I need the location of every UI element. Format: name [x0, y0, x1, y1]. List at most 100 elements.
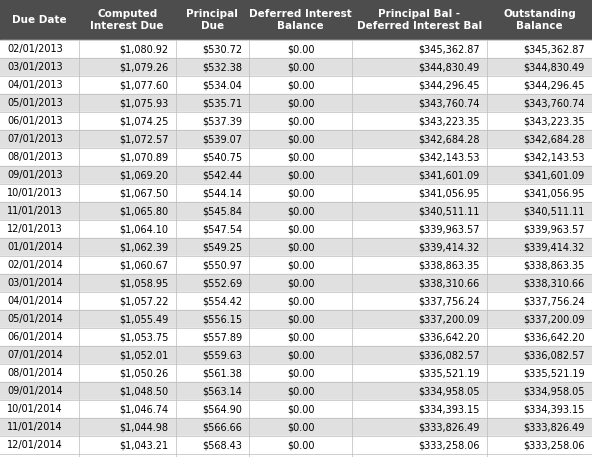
- Bar: [0, 292, 592, 310]
- Text: $1,048.50: $1,048.50: [119, 386, 168, 396]
- Text: $544.14: $544.14: [202, 188, 242, 198]
- Bar: [249, 0, 352, 40]
- Text: 10/01/2013: 10/01/2013: [7, 188, 63, 198]
- Text: $337,200.09: $337,200.09: [523, 314, 585, 324]
- Text: $0.00: $0.00: [287, 368, 314, 378]
- Bar: [0, 184, 592, 202]
- Text: Principal
Due: Principal Due: [186, 9, 239, 31]
- Text: 09/01/2014: 09/01/2014: [7, 386, 63, 396]
- Text: $1,057.22: $1,057.22: [119, 296, 168, 306]
- Text: $1,046.74: $1,046.74: [119, 404, 168, 414]
- Text: $1,072.57: $1,072.57: [119, 134, 168, 144]
- Text: $1,065.80: $1,065.80: [119, 206, 168, 216]
- Text: $1,052.01: $1,052.01: [119, 350, 168, 360]
- Text: $549.25: $549.25: [202, 242, 242, 252]
- Text: $1,053.75: $1,053.75: [119, 332, 168, 342]
- Bar: [176, 0, 249, 40]
- Text: $0.00: $0.00: [287, 188, 314, 198]
- Text: $344,830.49: $344,830.49: [419, 62, 480, 72]
- Text: $344,830.49: $344,830.49: [523, 62, 585, 72]
- Text: $333,826.49: $333,826.49: [419, 422, 480, 432]
- Text: $343,760.74: $343,760.74: [523, 98, 585, 108]
- Text: $0.00: $0.00: [287, 332, 314, 342]
- Text: $557.89: $557.89: [202, 332, 242, 342]
- Text: $561.38: $561.38: [202, 368, 242, 378]
- Text: $0.00: $0.00: [287, 62, 314, 72]
- Text: 10/01/2014: 10/01/2014: [7, 404, 63, 414]
- Bar: [0, 0, 79, 40]
- Text: $337,756.24: $337,756.24: [523, 296, 585, 306]
- Text: $338,863.35: $338,863.35: [523, 260, 585, 270]
- Text: 06/01/2013: 06/01/2013: [7, 116, 63, 126]
- Bar: [352, 0, 487, 40]
- Text: $0.00: $0.00: [287, 224, 314, 234]
- Text: $564.90: $564.90: [202, 404, 242, 414]
- Text: $535.71: $535.71: [202, 98, 242, 108]
- Text: 08/01/2013: 08/01/2013: [7, 152, 63, 162]
- Text: $341,056.95: $341,056.95: [523, 188, 585, 198]
- Text: $563.14: $563.14: [202, 386, 242, 396]
- Text: 07/01/2013: 07/01/2013: [7, 134, 63, 144]
- Bar: [0, 436, 592, 454]
- Text: $550.97: $550.97: [202, 260, 242, 270]
- Text: 03/01/2013: 03/01/2013: [7, 62, 63, 72]
- Text: $1,058.95: $1,058.95: [119, 278, 168, 288]
- Text: 08/01/2014: 08/01/2014: [7, 368, 63, 378]
- Text: $1,070.89: $1,070.89: [119, 152, 168, 162]
- Text: $1,080.92: $1,080.92: [119, 44, 168, 54]
- Bar: [0, 40, 592, 58]
- Text: $1,075.93: $1,075.93: [119, 98, 168, 108]
- Text: $552.69: $552.69: [202, 278, 242, 288]
- Bar: [0, 58, 592, 76]
- Text: $1,064.10: $1,064.10: [120, 224, 168, 234]
- Text: $339,414.32: $339,414.32: [419, 242, 480, 252]
- Text: $545.84: $545.84: [202, 206, 242, 216]
- Bar: [0, 382, 592, 400]
- Text: $0.00: $0.00: [287, 296, 314, 306]
- Text: $339,414.32: $339,414.32: [523, 242, 585, 252]
- Text: $0.00: $0.00: [287, 314, 314, 324]
- Text: $338,863.35: $338,863.35: [419, 260, 480, 270]
- Text: 11/01/2013: 11/01/2013: [7, 206, 63, 216]
- Text: $343,223.35: $343,223.35: [418, 116, 480, 126]
- Text: $0.00: $0.00: [287, 404, 314, 414]
- Text: Computed
Interest Due: Computed Interest Due: [91, 9, 164, 31]
- Bar: [0, 256, 592, 274]
- Bar: [0, 400, 592, 418]
- Text: $0.00: $0.00: [287, 422, 314, 432]
- Bar: [0, 76, 592, 94]
- Text: $1,067.50: $1,067.50: [119, 188, 168, 198]
- Bar: [0, 346, 592, 364]
- Text: $336,642.20: $336,642.20: [418, 332, 480, 342]
- Text: 05/01/2013: 05/01/2013: [7, 98, 63, 108]
- Text: $341,056.95: $341,056.95: [418, 188, 480, 198]
- Text: $333,826.49: $333,826.49: [523, 422, 585, 432]
- Text: 11/01/2014: 11/01/2014: [7, 422, 63, 432]
- Text: Due Date: Due Date: [12, 15, 67, 25]
- Text: $1,074.25: $1,074.25: [119, 116, 168, 126]
- Bar: [0, 220, 592, 238]
- Text: $556.15: $556.15: [202, 314, 242, 324]
- Text: $334,958.05: $334,958.05: [523, 386, 585, 396]
- Text: $1,062.39: $1,062.39: [119, 242, 168, 252]
- Text: $1,079.26: $1,079.26: [119, 62, 168, 72]
- Text: $568.43: $568.43: [202, 440, 242, 450]
- Text: $1,069.20: $1,069.20: [119, 170, 168, 180]
- Text: $339,963.57: $339,963.57: [523, 224, 585, 234]
- Text: $333,258.06: $333,258.06: [418, 440, 480, 450]
- Text: $1,050.26: $1,050.26: [119, 368, 168, 378]
- Text: $0.00: $0.00: [287, 134, 314, 144]
- Text: $1,060.67: $1,060.67: [119, 260, 168, 270]
- Text: 01/01/2014: 01/01/2014: [7, 242, 63, 252]
- Bar: [0, 328, 592, 346]
- Bar: [0, 274, 592, 292]
- Text: $336,082.57: $336,082.57: [523, 350, 585, 360]
- Text: $334,393.15: $334,393.15: [419, 404, 480, 414]
- Text: $336,642.20: $336,642.20: [523, 332, 585, 342]
- Text: $335,521.19: $335,521.19: [418, 368, 480, 378]
- Text: $341,601.09: $341,601.09: [419, 170, 480, 180]
- Text: $532.38: $532.38: [202, 62, 242, 72]
- Text: 02/01/2013: 02/01/2013: [7, 44, 63, 54]
- Text: 04/01/2013: 04/01/2013: [7, 80, 63, 90]
- Text: $337,200.09: $337,200.09: [418, 314, 480, 324]
